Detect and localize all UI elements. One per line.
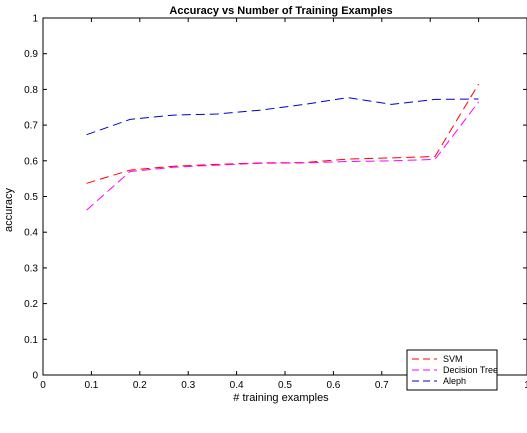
plot-area [42, 17, 527, 376]
x-tick-label: 0.3 [181, 380, 195, 391]
x-axis: 00.10.20.30.40.50.60.70.80.91 [40, 18, 527, 391]
y-axis: 0 0.1 0.2 0.3 0.4 0.5 0.6 0.7 0.8 0.9 1 [24, 14, 527, 382]
y-tick-label: 0.7 [24, 121, 38, 132]
x-tick-label: 0.1 [84, 380, 98, 391]
y-tick-label: 0.8 [24, 85, 38, 96]
y-tick-label: 0.6 [24, 156, 38, 167]
x-tick-label: 0.6 [326, 380, 340, 391]
x-tick-label: 1 [524, 380, 527, 391]
x-tick-label: 0.7 [375, 380, 389, 391]
y-tick-label: 0.2 [24, 299, 38, 310]
legend-box [406, 349, 498, 391]
chart-title: Accuracy vs Number of Training Examples [169, 5, 392, 17]
y-tick-label: 0.9 [24, 49, 38, 60]
series-lines [86, 83, 480, 211]
y-tick-label: 0.4 [24, 228, 38, 239]
x-tick-label: 0.4 [230, 380, 244, 391]
legend-label-svm: SVM [443, 354, 463, 364]
legend-label-aleph: Aleph [443, 376, 466, 386]
x-tick-label: 0 [40, 380, 46, 391]
plot-frame [42, 17, 527, 376]
y-tick-label: 1 [32, 14, 38, 25]
x-axis-label: # training examples [233, 392, 329, 404]
y-tick-label: 0.3 [24, 263, 38, 274]
legend-label-decision-tree: Decision Tree [443, 365, 498, 375]
y-tick-label: 0.5 [24, 192, 38, 203]
x-tick-label: 0.5 [278, 380, 292, 391]
y-tick-label: 0 [32, 371, 38, 382]
x-tick-label: 0.2 [133, 380, 147, 391]
series-line-svm [86, 83, 480, 184]
series-line-aleph [86, 97, 479, 136]
series-line-decision-tree [86, 101, 479, 211]
y-axis-label: accuracy [3, 187, 15, 232]
y-tick-label: 0.1 [24, 335, 38, 346]
